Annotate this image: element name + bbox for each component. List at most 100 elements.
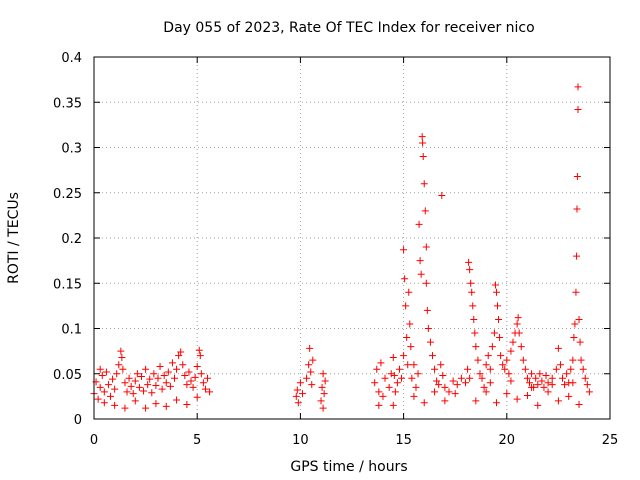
data-point-marker — [385, 383, 393, 391]
data-point-marker — [152, 400, 160, 408]
data-point-marker — [321, 377, 329, 385]
data-point-marker — [98, 372, 106, 380]
data-point-marker — [402, 302, 410, 310]
x-tick-label: 0 — [90, 433, 98, 448]
data-point-marker — [573, 205, 581, 213]
data-point-marker — [579, 365, 587, 373]
data-point-marker — [154, 374, 162, 382]
data-point-marker — [152, 382, 160, 390]
data-point-marker — [118, 353, 126, 361]
y-tick-label: 0 — [74, 413, 82, 428]
data-point-marker — [393, 379, 401, 387]
data-point-marker — [534, 401, 542, 409]
data-point-marker — [513, 395, 521, 403]
data-point-marker — [523, 391, 531, 399]
data-point-marker — [484, 352, 492, 360]
data-point-marker — [196, 352, 204, 360]
data-point-marker — [517, 343, 525, 351]
data-point-marker — [390, 372, 398, 380]
data-point-marker — [417, 270, 425, 278]
data-point-marker — [569, 379, 577, 387]
data-point-marker — [538, 377, 546, 385]
x-tick-label: 10 — [292, 433, 309, 448]
data-point-marker — [501, 365, 509, 373]
data-point-marker — [482, 361, 490, 369]
data-point-marker — [435, 381, 443, 389]
data-point-marker — [127, 382, 135, 390]
data-point-marker — [296, 379, 304, 387]
data-point-marker — [162, 379, 170, 387]
data-point-marker — [121, 404, 129, 412]
data-point-marker — [497, 352, 505, 360]
data-point-marker — [418, 133, 426, 141]
data-point-marker — [488, 343, 496, 351]
data-point-marker — [408, 374, 416, 382]
data-point-marker — [179, 361, 187, 369]
data-point-marker — [575, 315, 583, 323]
data-point-marker — [412, 383, 420, 391]
data-point-marker — [423, 306, 431, 314]
data-point-marker — [168, 359, 176, 367]
data-point-marker — [129, 390, 137, 398]
data-point-marker — [495, 315, 503, 323]
data-point-marker — [563, 370, 571, 378]
data-point-marker — [478, 374, 486, 382]
data-point-marker — [420, 399, 428, 407]
data-point-marker — [505, 370, 513, 378]
data-point-marker — [570, 334, 578, 342]
data-point-marker — [306, 344, 314, 352]
data-point-marker — [133, 370, 141, 378]
data-point-marker — [507, 377, 515, 385]
data-point-marker — [514, 314, 522, 322]
data-point-marker — [197, 370, 205, 378]
data-point-marker — [482, 388, 490, 396]
data-point-marker — [142, 404, 150, 412]
data-point-marker — [317, 397, 325, 405]
data-point-marker — [419, 139, 427, 147]
chart-title: Day 055 of 2023, Rate Of TEC Index for r… — [163, 20, 534, 36]
data-point-marker — [422, 243, 430, 251]
data-point-marker — [457, 374, 465, 382]
data-point-marker — [160, 372, 168, 380]
data-point-marker — [492, 288, 500, 296]
data-point-marker — [554, 344, 562, 352]
data-point-marker — [111, 385, 119, 393]
data-point-marker — [96, 383, 104, 391]
data-point-marker — [519, 356, 527, 364]
data-point-marker — [193, 393, 201, 401]
data-point-marker — [576, 338, 584, 346]
data-point-marker — [185, 368, 193, 376]
data-point-marker — [319, 404, 327, 412]
data-point-marker — [431, 365, 439, 373]
data-point-marker — [187, 377, 195, 385]
data-point-marker — [373, 365, 381, 373]
data-point-marker — [426, 338, 434, 346]
data-point-marker — [419, 153, 427, 161]
data-point-marker — [407, 343, 415, 351]
data-point-marker — [528, 383, 536, 391]
data-point-marker — [177, 348, 185, 356]
data-point-marker — [424, 325, 432, 332]
data-point-marker — [507, 347, 515, 355]
y-tick-label: 0.3 — [61, 142, 82, 157]
data-point-marker — [375, 401, 383, 409]
data-point-marker — [293, 386, 301, 394]
data-point-marker — [474, 356, 482, 364]
data-point-marker — [189, 383, 197, 391]
data-point-marker — [115, 361, 123, 369]
data-point-marker — [401, 275, 409, 283]
data-point-marker — [534, 381, 542, 389]
data-point-marker — [521, 365, 529, 373]
data-point-marker — [572, 288, 580, 296]
data-point-marker — [309, 356, 317, 364]
data-point-marker — [503, 356, 511, 364]
data-point-marker — [486, 379, 494, 387]
data-point-marker — [472, 397, 480, 405]
data-point-marker — [389, 401, 397, 409]
data-point-marker — [554, 397, 562, 405]
data-point-marker — [453, 381, 461, 389]
data-point-marker — [466, 374, 474, 382]
data-point-marker — [195, 346, 203, 354]
data-point-marker — [400, 352, 408, 360]
